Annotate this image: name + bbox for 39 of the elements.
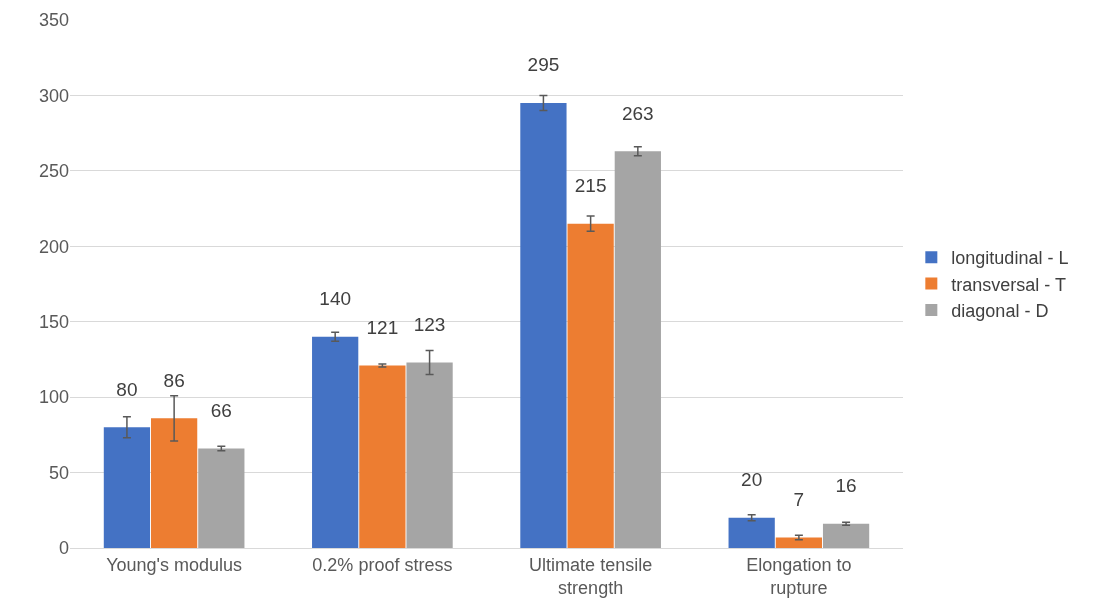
x-tick-label: 0.2% proof stress	[312, 554, 453, 575]
y-tick-label: 150	[38, 312, 69, 333]
x-tick-label: Ultimate tensile strength	[529, 554, 653, 598]
y-tick-label: 50	[48, 462, 69, 483]
bar	[406, 362, 453, 548]
data-label: 80	[116, 378, 138, 400]
data-label: 66	[210, 399, 232, 421]
data-label: 121	[366, 316, 399, 338]
y-tick-label: 100	[38, 387, 69, 408]
bar	[614, 151, 661, 548]
bar	[822, 523, 870, 548]
y-tick-label: 350	[38, 10, 69, 31]
data-label: 215	[574, 174, 607, 196]
data-label: 140	[319, 288, 352, 310]
legend-label: diagonal - D	[951, 301, 1049, 322]
data-label: 263	[621, 102, 654, 124]
x-tick-label: Young's modulus	[106, 554, 243, 575]
data-label: 86	[163, 369, 185, 391]
bar	[775, 537, 822, 548]
y-tick-label: 250	[38, 161, 69, 182]
data-label: 20	[741, 469, 763, 491]
data-label: 123	[413, 313, 446, 335]
y-tick-label: 0	[58, 538, 69, 559]
data-label: 7	[793, 488, 805, 510]
bar	[312, 336, 359, 548]
bar	[151, 418, 198, 548]
bar	[359, 365, 406, 548]
bar	[103, 427, 151, 548]
y-tick-label: 200	[38, 236, 69, 257]
x-tick-label: Elongation to rupture	[746, 554, 852, 598]
data-label: 16	[835, 475, 857, 497]
bar	[567, 223, 614, 548]
bar	[728, 517, 775, 548]
legend-label: transversal - T	[951, 274, 1067, 295]
bar	[198, 448, 245, 548]
data-label: 295	[527, 54, 560, 76]
legend-label: longitudinal - L	[951, 248, 1069, 269]
y-tick-label: 300	[38, 85, 69, 106]
bar	[520, 102, 567, 548]
